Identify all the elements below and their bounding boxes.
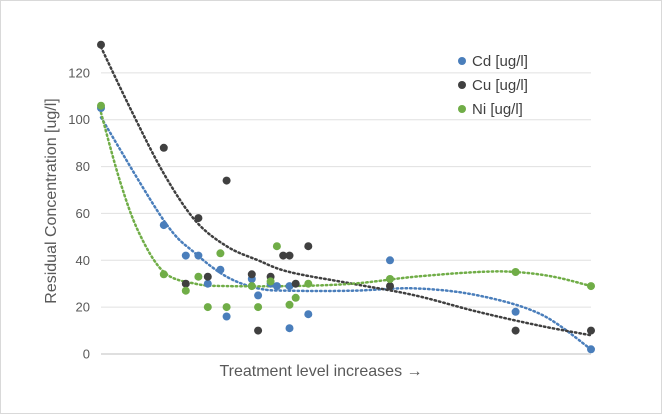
point-ni	[511, 268, 520, 276]
data-points	[97, 40, 595, 354]
legend-label-cd: Cd [ug/l]	[472, 53, 528, 70]
point-cd	[587, 345, 595, 354]
point-cu	[511, 326, 520, 335]
trendline-cd	[99, 116, 593, 351]
point-cd	[285, 282, 294, 291]
point-ni	[181, 286, 190, 295]
point-cd	[222, 312, 231, 321]
point-cu	[97, 40, 105, 49]
point-cu	[285, 251, 294, 260]
point-cd	[216, 265, 225, 274]
point-ni	[272, 242, 281, 251]
y-axis-title: Residual Concentration [ug/l]	[43, 98, 60, 303]
point-cd	[511, 307, 520, 316]
point-cu	[222, 176, 231, 185]
y-tick-labels: 0 20 40 60 80 100 120	[68, 65, 90, 361]
x-axis-title: Treatment level increases →	[219, 363, 422, 380]
point-ni	[291, 293, 300, 302]
point-cd	[304, 310, 313, 319]
y-tick-label: 80	[76, 159, 90, 174]
point-cu	[181, 279, 190, 288]
point-cu	[194, 214, 203, 223]
point-cu	[304, 242, 313, 251]
point-cd	[254, 291, 263, 300]
point-ni	[386, 275, 394, 283]
legend-marker-ni	[458, 105, 466, 113]
legend-label-cu: Cu [ug/l]	[472, 77, 528, 94]
point-cu	[254, 326, 263, 335]
legend-label-ni: Ni [ug/l]	[472, 101, 523, 118]
y-tick-label: 60	[76, 206, 90, 221]
legend-marker-cu	[458, 81, 466, 89]
point-cd	[386, 256, 394, 265]
point-ni	[97, 101, 105, 110]
point-cu	[587, 326, 595, 335]
legend-marker-cd	[458, 57, 466, 65]
legend: Cd [ug/l] Cu [ug/l] Ni [ug/l]	[458, 53, 528, 118]
point-cd	[203, 279, 212, 288]
point-cd	[285, 324, 294, 333]
point-cd	[159, 221, 168, 230]
point-ni	[254, 303, 263, 312]
point-cu	[291, 279, 300, 288]
point-ni	[216, 249, 225, 258]
point-cu	[203, 272, 212, 281]
y-tick-label: 120	[68, 65, 90, 80]
point-cu	[279, 251, 288, 260]
point-ni	[222, 303, 231, 312]
point-cu	[247, 270, 256, 279]
point-ni	[266, 277, 275, 286]
point-ni	[587, 282, 595, 291]
point-ni	[247, 282, 256, 291]
y-tick-label: 20	[76, 300, 90, 315]
point-cu	[159, 143, 168, 152]
point-cd	[272, 282, 281, 291]
y-tick-label: 40	[76, 253, 90, 268]
gridlines	[101, 72, 591, 355]
point-ni	[194, 272, 203, 281]
point-cu	[386, 282, 394, 291]
y-tick-label: 100	[68, 112, 90, 127]
y-tick-label: 0	[83, 347, 90, 362]
point-ni	[285, 300, 294, 309]
point-ni	[159, 270, 168, 279]
point-cd	[181, 251, 190, 260]
point-ni	[304, 279, 313, 288]
trendline-cu	[99, 45, 593, 337]
point-ni	[203, 303, 212, 312]
point-cd	[194, 251, 203, 260]
